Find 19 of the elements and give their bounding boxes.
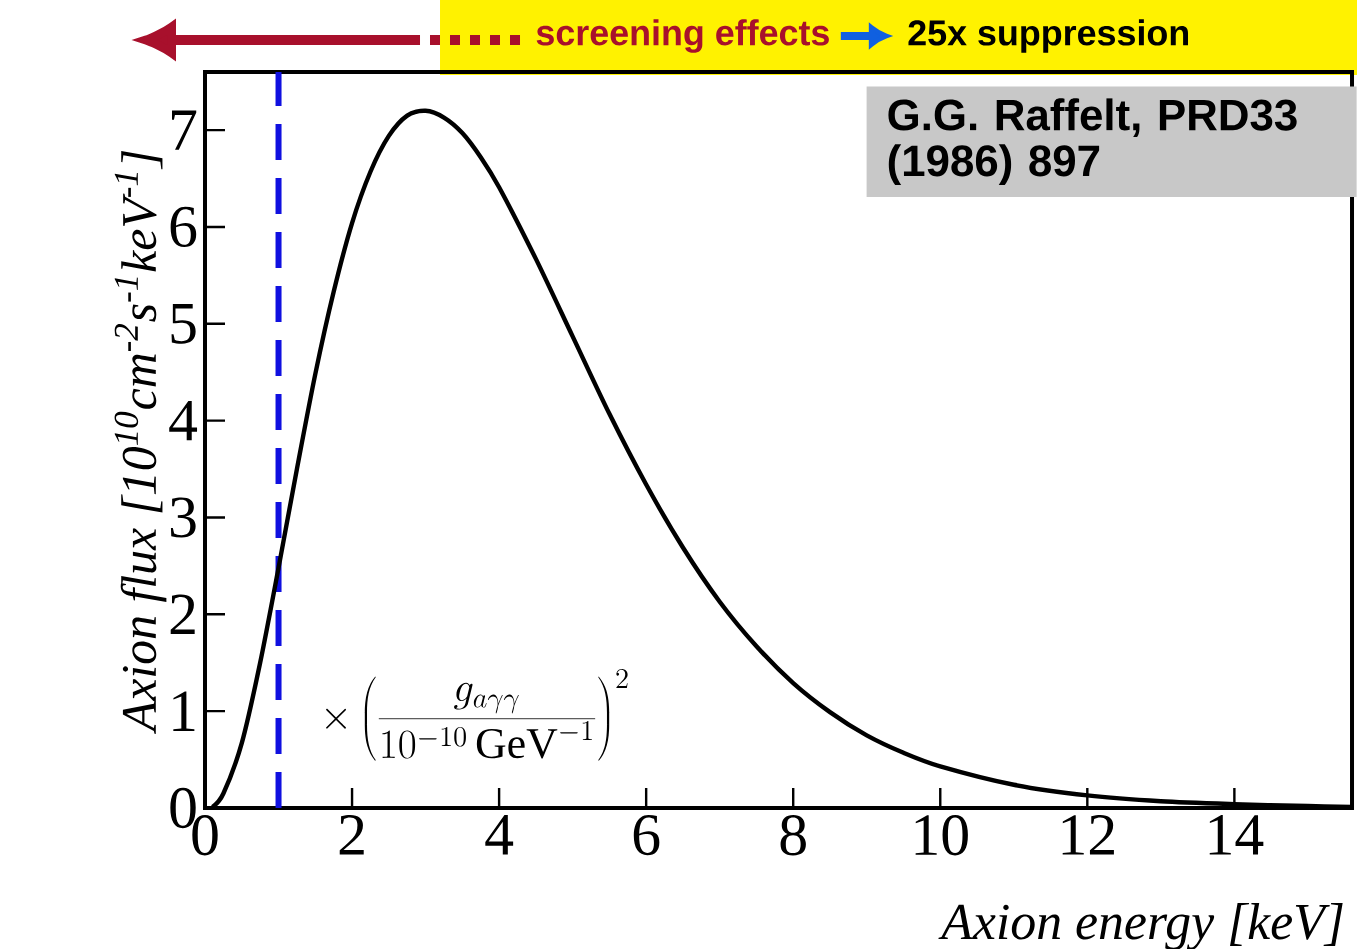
y-tick-label: 6 xyxy=(170,206,197,248)
x-tick-label: 12 xyxy=(1062,815,1114,855)
annotation: $\times\left(\frac{g_{a\gamma\gamma}}{10^{-10}\,\mathrm{GeV}^{-1}}\right)^{2}$ xyxy=(326,668,628,761)
y-tick-label: 2 xyxy=(170,594,195,635)
y-tick-label: 5 xyxy=(171,303,196,344)
y-tick-label: 7 xyxy=(172,110,197,150)
text: 25x suppression xyxy=(908,19,1189,53)
text: Axion flux [10$^{10}$cm$^{-2}$s$^{-1}$keV$^{-1}$] xyxy=(114,150,167,734)
x-tick-label: 4 xyxy=(485,815,514,855)
y-tick-label: 1 xyxy=(173,691,195,731)
x-tick-label: 10 xyxy=(915,815,968,856)
y-tick-label: 4 xyxy=(169,400,198,441)
annotation: G.G. Raffelt, PRD33 (1986) 897 xyxy=(888,98,1297,186)
text: screening effects xyxy=(536,19,829,53)
y-tick-label: 3 xyxy=(170,497,196,538)
x-tick-label: 2 xyxy=(339,815,364,855)
x-tick-label: 8 xyxy=(780,815,806,856)
x-tick-label: 6 xyxy=(633,815,660,856)
x-tick-label: 14 xyxy=(1209,815,1264,855)
